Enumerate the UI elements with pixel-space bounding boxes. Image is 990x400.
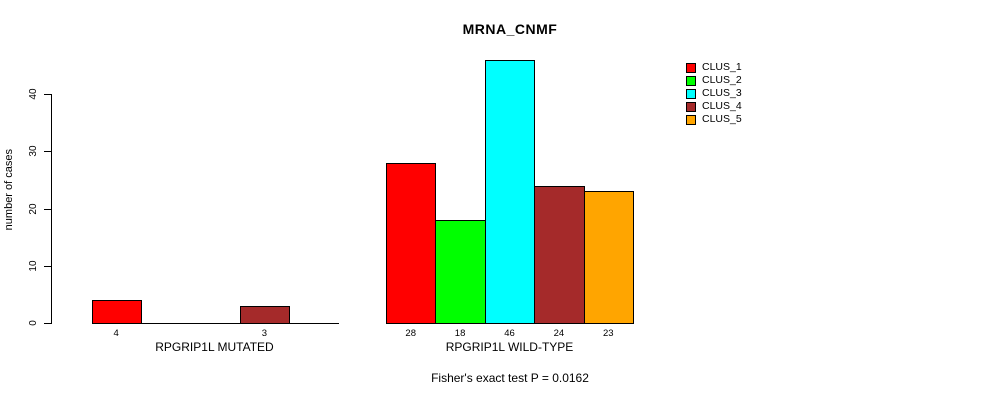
bar-clus_1	[91, 300, 142, 324]
legend: CLUS_1 CLUS_2 CLUS_3 CLUS_4 CLUS_5	[686, 61, 742, 126]
legend-swatch-clus-4	[686, 101, 696, 112]
chart-title: MRNA_CNMF	[462, 21, 558, 37]
legend-swatch-clus-3	[686, 88, 696, 99]
bar-clus_3	[484, 59, 536, 324]
legend-item: CLUS_2	[686, 74, 742, 87]
fisher-test-annotation: Fisher's exact test P = 0.0162	[431, 371, 589, 385]
legend-item: CLUS_5	[686, 113, 742, 126]
legend-label-clus-4: CLUS_4	[702, 100, 742, 112]
group-baseline	[91, 323, 339, 324]
legend-label-clus-5: CLUS_5	[702, 113, 742, 125]
bar-value-label: 23	[603, 328, 614, 339]
y-axis-tick	[44, 151, 51, 153]
legend-item: CLUS_3	[686, 87, 742, 100]
y-tick-label: 20	[28, 203, 39, 215]
bar-value-label: 4	[113, 328, 119, 339]
bar-clus_1	[386, 162, 437, 324]
legend-item: CLUS_1	[686, 61, 742, 74]
y-tick-label: 40	[28, 88, 39, 100]
bar-value-label: 24	[553, 328, 565, 339]
y-tick-label: 0	[28, 320, 39, 326]
group-label-wild-type: RPGRIP1L WILD-TYPE	[445, 340, 574, 354]
y-axis-line	[51, 94, 52, 324]
legend-swatch-clus-5	[686, 114, 696, 125]
y-axis-tick	[44, 323, 51, 324]
legend-swatch-clus-2	[686, 75, 696, 86]
bar-clus_4	[534, 185, 585, 324]
y-axis-tick	[44, 208, 51, 210]
y-axis-label: number of cases	[3, 149, 15, 231]
bar-value-label: 18	[454, 328, 466, 339]
bar-clus_5	[583, 191, 634, 324]
legend-label-clus-2: CLUS_2	[702, 74, 742, 86]
legend-label-clus-1: CLUS_1	[702, 61, 742, 73]
bar-clus_4	[239, 305, 291, 324]
y-tick-label: 10	[28, 260, 39, 272]
legend-item: CLUS_4	[686, 100, 742, 113]
legend-label-clus-3: CLUS_3	[702, 87, 742, 99]
bar-value-label: 46	[504, 328, 515, 339]
group-label-mutated: RPGRIP1L MUTATED	[155, 340, 274, 354]
legend-swatch-clus-1	[686, 62, 696, 73]
y-tick-label: 30	[28, 145, 39, 157]
y-axis-tick	[44, 94, 51, 96]
bar-clus_2	[435, 220, 486, 324]
bar-value-label: 28	[405, 328, 416, 339]
y-axis-tick	[44, 265, 51, 267]
bar-value-label: 3	[261, 328, 268, 339]
